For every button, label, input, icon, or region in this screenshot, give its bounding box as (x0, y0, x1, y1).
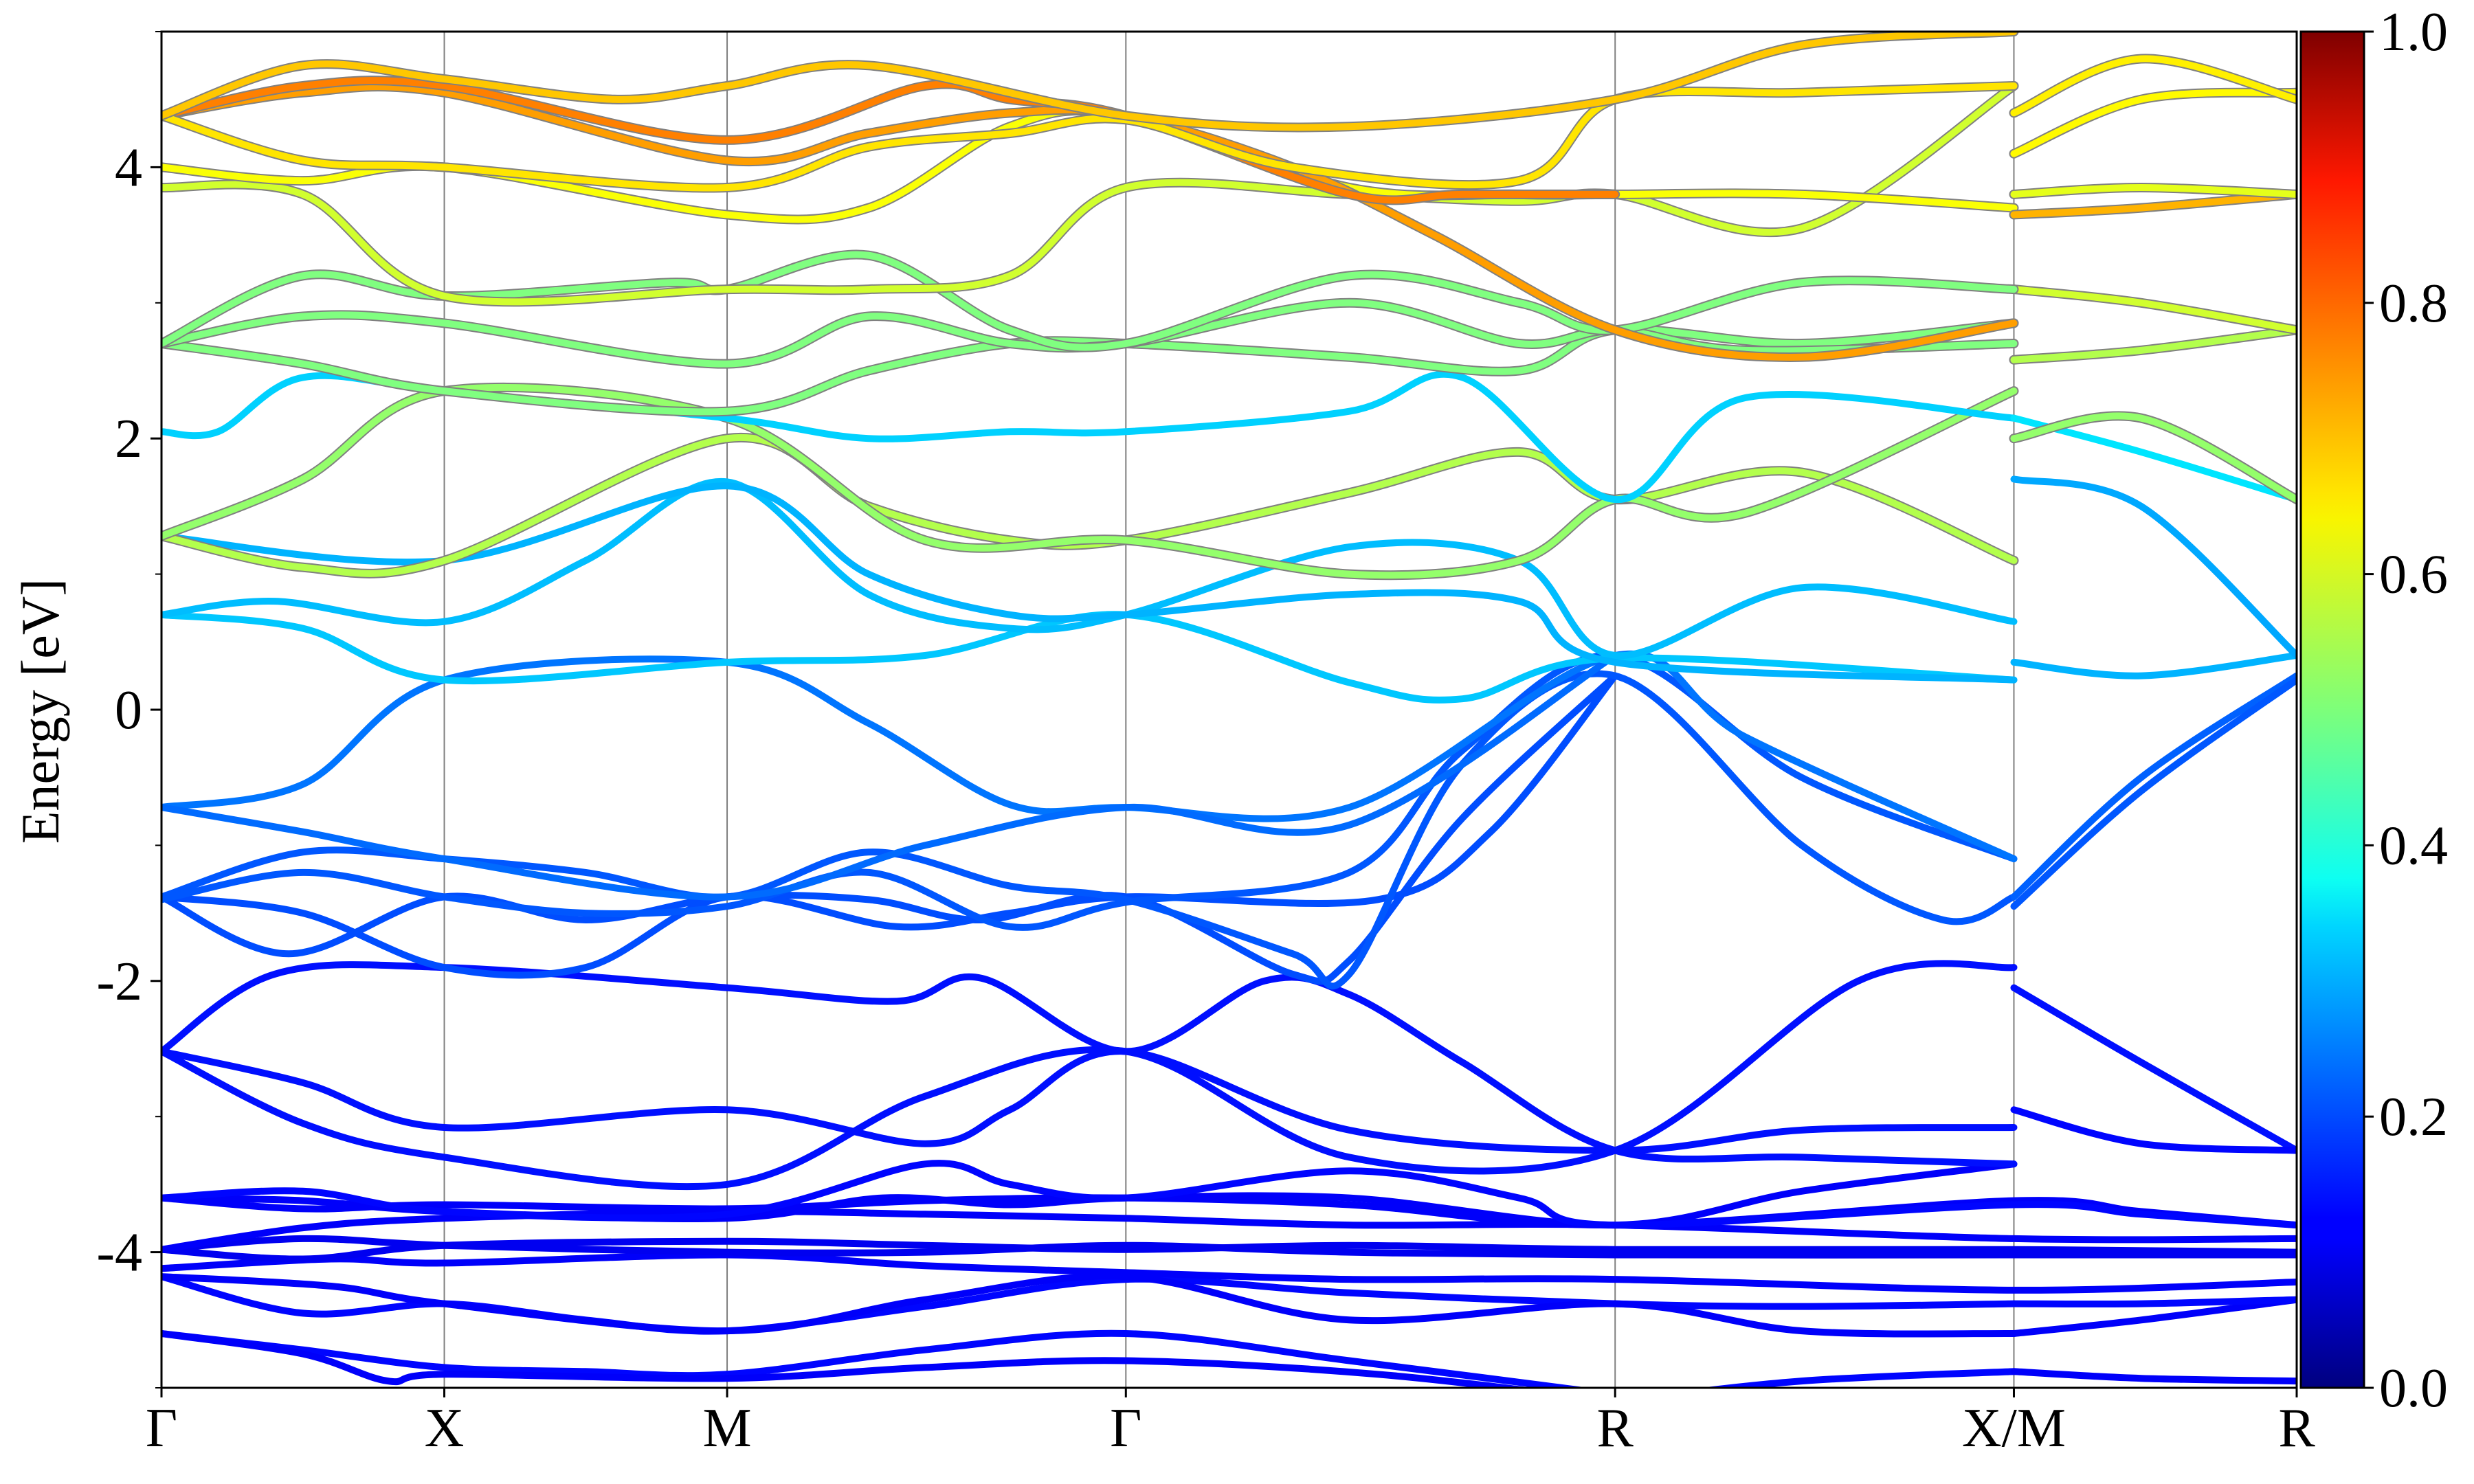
band-line (161, 1208, 2297, 1253)
band-line (2010, 652, 2297, 679)
colorbar-ticks: 0.0 0.2 0.4 0.6 0.8 1.0 (2364, 2, 2448, 1419)
band-outline (2009, 87, 2297, 159)
band-line (1700, 1368, 2018, 1388)
band-line (2010, 1106, 2297, 1154)
colorbar-tick-label: 0.6 (2379, 545, 2448, 605)
band-line (161, 82, 2018, 306)
band-line (161, 477, 2018, 660)
band-line (161, 960, 2018, 1191)
band-line (161, 672, 1619, 979)
y-tick-label: 2 (115, 409, 142, 469)
band-lines (161, 32, 2297, 1388)
colorbar-tick-label: 0.2 (2379, 1087, 2448, 1147)
band-outline (161, 81, 2019, 193)
band-line (2010, 326, 2297, 363)
band-line (161, 434, 2018, 577)
y-tick-label: -2 (96, 952, 142, 1012)
band-line (161, 1160, 2297, 1229)
colorbar-tick-label: 0.4 (2379, 816, 2448, 876)
x-axis-ticks: Γ X M Γ R X/M R (146, 1388, 2315, 1459)
band-line (2010, 672, 2297, 901)
colorbar-tick-label: 0.8 (2379, 273, 2448, 334)
x-tick-label: R (2278, 1398, 2315, 1459)
band-line (161, 672, 1619, 985)
colorbar-gradient (2299, 30, 2365, 1389)
band-line (2010, 184, 2297, 198)
band-line (161, 650, 2018, 863)
band-line (2010, 475, 2297, 659)
band-line (161, 652, 1619, 901)
band-line (161, 611, 2018, 704)
colorbar-tick-label: 1.0 (2379, 2, 2448, 63)
band-line (161, 1330, 1534, 1388)
band-line (161, 961, 2018, 1168)
band-line (2010, 286, 2297, 334)
band-line (2010, 1296, 2297, 1337)
band-line (161, 482, 2018, 684)
band-line (2010, 1368, 2297, 1385)
y-axis-label: Energy [eV] (10, 578, 70, 844)
band-line (161, 32, 2018, 131)
band-line (161, 83, 2018, 361)
band-line (161, 1048, 2018, 1154)
band-line (2010, 676, 2297, 910)
band-line (161, 77, 1619, 204)
band-line (161, 1272, 2018, 1338)
x-tick-label: R (1597, 1398, 1634, 1459)
band-line (2010, 1296, 2297, 1308)
band-line (2010, 89, 2297, 157)
band-line (161, 82, 2018, 192)
band-line (2010, 984, 2297, 1154)
y-tick-label: 4 (115, 137, 142, 198)
band-outline (161, 432, 2019, 578)
y-tick-label: -4 (96, 1223, 142, 1283)
band-line (161, 670, 2018, 990)
y-tick-label: 0 (115, 680, 142, 741)
band-line (2010, 190, 2297, 218)
band-line (161, 651, 2018, 931)
x-tick-label: Γ (1110, 1398, 1141, 1459)
band-line (2010, 55, 2297, 117)
band-outline (161, 249, 2019, 352)
band-line (161, 1237, 2297, 1263)
x-tick-label: X (425, 1398, 465, 1459)
high-symmetry-gridlines (443, 32, 2015, 1388)
colorbar: 0.0 0.2 0.4 0.6 0.8 1.0 (2299, 2, 2448, 1419)
x-tick-label: Γ (146, 1398, 177, 1459)
x-tick-label: X/M (1962, 1398, 2066, 1459)
band-line (161, 319, 2018, 416)
band-outline (161, 82, 2019, 362)
band-line (161, 1251, 2297, 1294)
band-line (161, 383, 2018, 579)
band-line (161, 1329, 1590, 1388)
colorbar-tick-label: 0.0 (2379, 1358, 2448, 1419)
band-line (2010, 412, 2297, 503)
y-axis-ticks: -4 -2 0 2 4 (96, 31, 161, 1389)
x-tick-label: M (702, 1398, 751, 1459)
